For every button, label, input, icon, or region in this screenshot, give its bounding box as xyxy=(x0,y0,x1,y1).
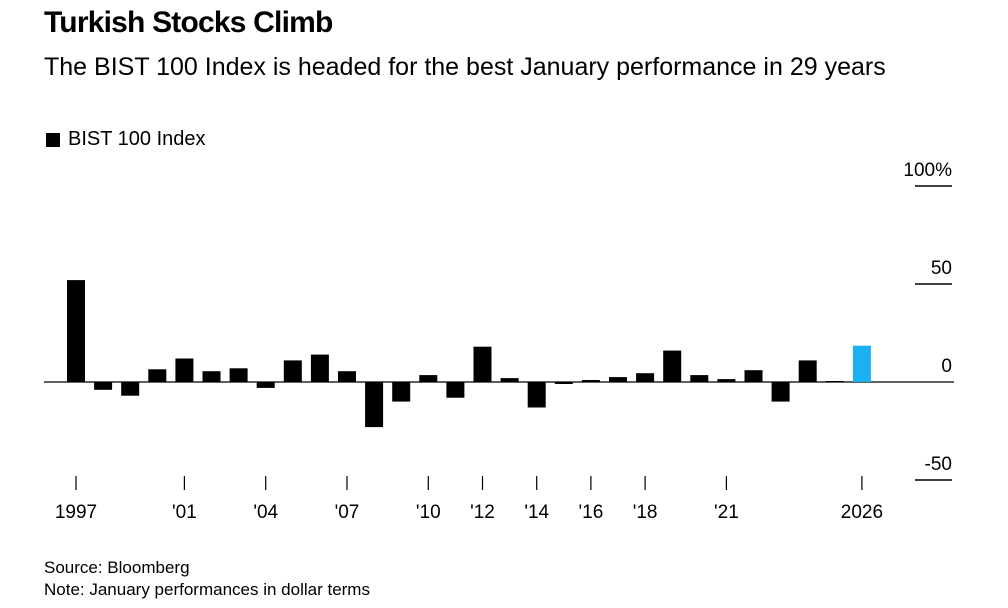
chart-subtitle: The BIST 100 Index is headed for the bes… xyxy=(44,53,886,81)
x-tick-label: '04 xyxy=(253,502,278,523)
bar-2022 xyxy=(744,370,763,382)
bar-2023 xyxy=(771,382,790,402)
y-tick-label: -50 xyxy=(925,454,952,475)
bar-2019 xyxy=(663,350,682,382)
bar-2005 xyxy=(283,360,302,382)
bar-2008 xyxy=(365,382,384,428)
bar-2006 xyxy=(310,354,329,382)
bar-2025 xyxy=(825,381,844,382)
y-tick-label: 100% xyxy=(903,160,952,181)
bar-1998 xyxy=(94,382,113,390)
bar-2021 xyxy=(717,379,736,382)
bar-2007 xyxy=(338,371,356,382)
bar-2001 xyxy=(175,358,194,382)
bars-layer xyxy=(67,280,871,428)
x-tick-label: '12 xyxy=(470,502,495,523)
x-tick-label: '18 xyxy=(633,502,658,523)
x-tick-label: 1997 xyxy=(55,502,97,523)
bar-1999 xyxy=(121,382,140,396)
bar-2026 xyxy=(852,345,871,382)
source-note: Source: Bloomberg xyxy=(44,558,190,577)
bar-2016 xyxy=(581,380,600,382)
bar-2020 xyxy=(690,375,709,382)
x-tick-label: '10 xyxy=(416,502,441,523)
x-tick-label: '01 xyxy=(172,502,197,523)
bar-2015 xyxy=(554,382,573,384)
legend: BIST 100 Index xyxy=(46,128,206,151)
bar-2012 xyxy=(473,346,492,382)
footnote: Note: January performances in dollar ter… xyxy=(44,580,370,599)
bar-2011 xyxy=(446,382,465,398)
bar-2017 xyxy=(609,377,627,382)
bar-2009 xyxy=(392,382,411,402)
y-tick-label: 0 xyxy=(941,356,952,377)
legend-swatch xyxy=(46,132,60,147)
x-ticks-layer: 1997 '01 '04 '07 '10 '12 '14 '16 '18 '21 2026 xyxy=(55,476,883,523)
y-tick-label: 50 xyxy=(931,258,952,279)
x-tick-label: 2026 xyxy=(841,502,883,523)
bar-2004 xyxy=(256,382,275,388)
x-tick-label: '07 xyxy=(335,502,360,523)
bar-1997 xyxy=(67,280,85,382)
bar-2003 xyxy=(229,368,248,382)
chart-title: Turkish Stocks Climb xyxy=(44,6,333,39)
bar-chart: 100% 50 0 -50 1997 '01 '04 '07 '10 '12 '14 '16 '18 '… xyxy=(44,160,954,523)
bar-2000 xyxy=(148,369,167,382)
bar-2013 xyxy=(500,378,519,382)
x-tick-label: '21 xyxy=(714,502,739,523)
x-tick-label: '14 xyxy=(524,502,549,523)
bar-2014 xyxy=(527,382,546,408)
x-tick-label: '16 xyxy=(579,502,604,523)
legend-label: BIST 100 Index xyxy=(68,128,206,150)
bar-2024 xyxy=(798,360,817,382)
axis-layer: 100% 50 0 -50 xyxy=(44,160,954,481)
bar-2002 xyxy=(202,371,221,382)
bar-2010 xyxy=(419,375,438,382)
bar-2018 xyxy=(636,373,655,382)
